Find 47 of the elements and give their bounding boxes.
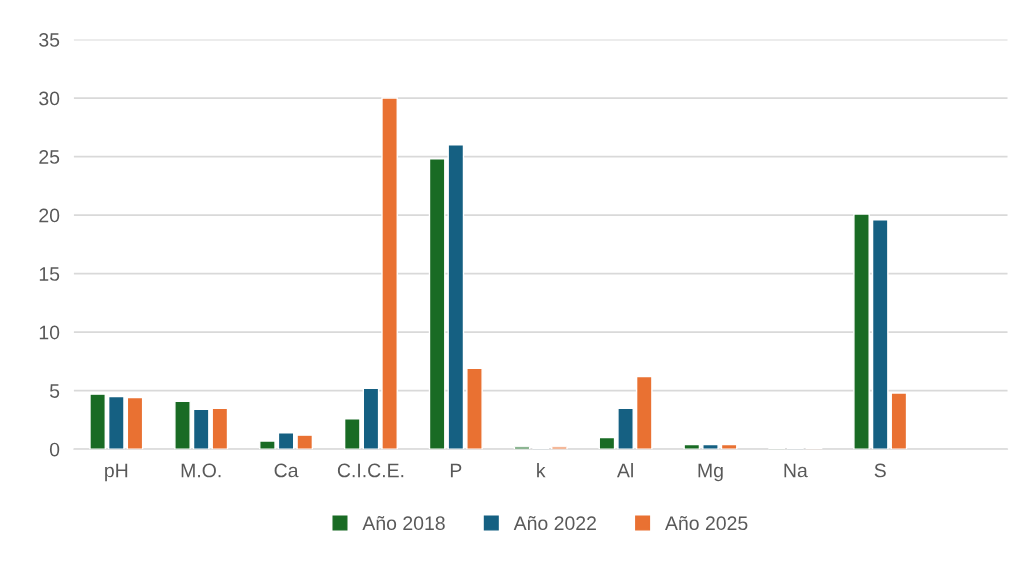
bar: [598, 436, 616, 450]
bar: [702, 443, 719, 450]
bar: [871, 219, 889, 450]
bar: [466, 367, 483, 450]
x-tick-label: Na: [784, 463, 808, 478]
bar: [513, 446, 531, 450]
bar: [192, 408, 210, 450]
y-tick-label: 0: [49, 442, 60, 457]
bar: [126, 396, 144, 450]
x-tick-label: Mg: [698, 463, 723, 482]
bar: [683, 443, 701, 450]
bar: [447, 144, 465, 450]
x-tick-label: M.O.: [181, 463, 221, 478]
bar: [211, 407, 229, 450]
bar: [277, 432, 295, 450]
x-tick-label: P: [450, 463, 462, 478]
legend-label: Año 2022: [513, 515, 596, 531]
bar: [381, 97, 398, 450]
x-tick-label: Al: [616, 463, 633, 478]
x-tick-label: Ca: [274, 463, 299, 478]
y-tick-label: 20: [39, 208, 60, 223]
bar: [617, 407, 634, 450]
bar: [259, 440, 276, 450]
bar: [174, 400, 191, 450]
bar: [720, 443, 738, 450]
x-tick-label: S: [874, 463, 886, 478]
y-tick-label: 35: [39, 33, 60, 47]
bar: [890, 392, 908, 450]
y-tick-label: 15: [39, 267, 60, 281]
y-tick-label: 30: [39, 91, 60, 106]
bar: [551, 446, 568, 450]
x-tick-label: k: [537, 463, 546, 478]
y-tick-label: 25: [39, 150, 60, 164]
bar: [428, 158, 446, 450]
x-tick-label: C.I.C.E.: [337, 463, 404, 478]
legend-label: Año 2025: [665, 515, 748, 531]
y-tick-label: 5: [49, 384, 60, 398]
bar: [853, 213, 870, 450]
bar: [362, 387, 380, 450]
bar: [296, 434, 314, 450]
y-tick-label: 10: [39, 325, 60, 340]
bar: [343, 418, 361, 450]
x-tick-label: pH: [105, 463, 128, 482]
bar: [635, 375, 653, 450]
bar: [89, 393, 106, 450]
bar: [107, 395, 125, 450]
legend-label: Año 2018: [362, 515, 445, 531]
